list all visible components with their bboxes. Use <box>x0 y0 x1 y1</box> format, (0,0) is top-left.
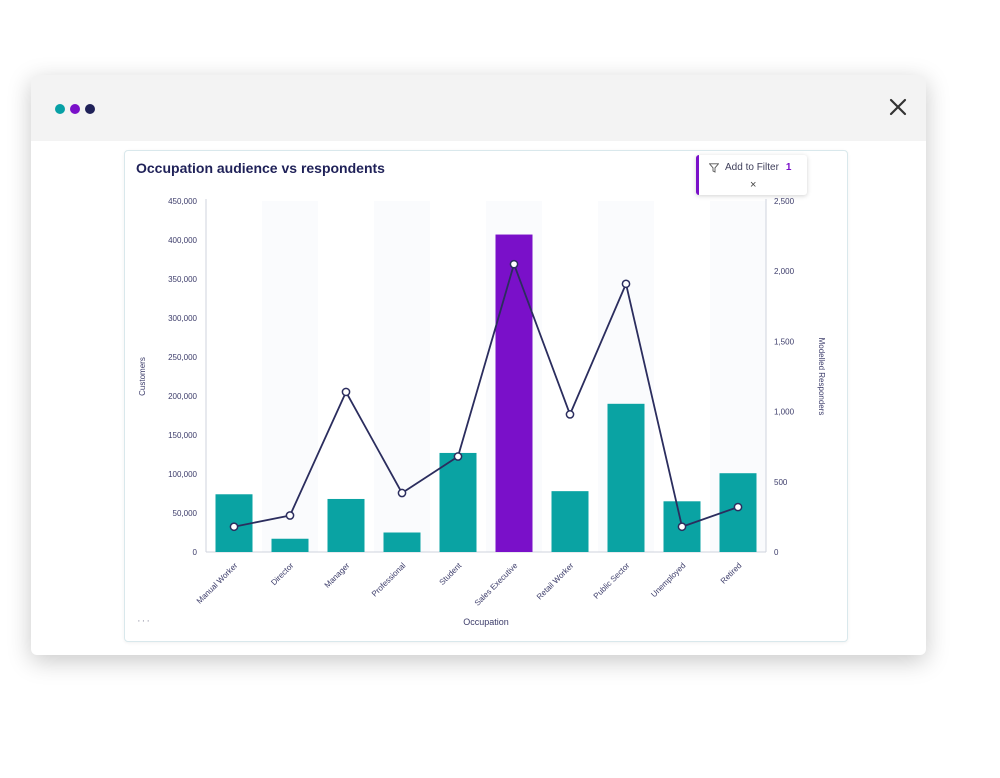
bar-public-sector <box>607 403 645 552</box>
chart-title: Occupation audience vs respondents <box>136 160 385 176</box>
responders-line <box>233 263 739 528</box>
combo-chart: 0 50,000 100,000 150,000 200,000 250,000 300,0… <box>138 197 826 627</box>
close-icon <box>889 98 907 116</box>
chart-card: Occupation audience vs respondents 0 50,0… <box>124 150 848 642</box>
y-right-tick-label: 2,000 <box>774 267 795 276</box>
x-tick-label: Sales Executive <box>473 561 520 608</box>
filter-count-badge: 1 <box>785 162 792 173</box>
y-left-tick-label: 100,000 <box>168 470 197 479</box>
x-tick-label: Director <box>269 561 295 587</box>
add-to-filter-label: Add to Filter <box>725 162 779 173</box>
y-left-tick-label: 50,000 <box>173 509 198 518</box>
more-options-menu[interactable]: ··· <box>137 615 151 627</box>
x-tick-label: Retail Worker <box>535 561 576 602</box>
responders-point <box>733 502 743 512</box>
window-titlebar <box>31 75 926 141</box>
x-tick-label: Manager <box>323 561 352 590</box>
bar-director <box>271 538 309 552</box>
responders-point <box>285 511 295 520</box>
y-left-tick-label: 200,000 <box>168 392 197 401</box>
x-tick-label: Unemployed <box>649 561 687 599</box>
y-right-tick-label: 1,500 <box>774 337 795 346</box>
x-tick-label: Student <box>438 561 464 587</box>
bar-sales-executive <box>495 234 533 552</box>
responders-point <box>621 279 631 289</box>
bar-student <box>439 452 477 552</box>
y-left-tick-label: 350,000 <box>168 275 197 284</box>
y-left-tick-label: 250,000 <box>168 353 197 362</box>
window-dot-purple <box>70 104 80 114</box>
window-dot-navy <box>85 104 95 114</box>
responders-point <box>341 387 351 397</box>
add-to-filter-popover: Add to Filter 1 × <box>696 155 807 195</box>
x-tick-label: Public Sector <box>592 561 632 601</box>
bar-retail-worker <box>551 491 589 552</box>
grid-band <box>374 201 430 552</box>
responders-point <box>229 522 239 532</box>
funnel-icon <box>709 162 719 173</box>
y-left-axis-title: Customers <box>138 357 147 396</box>
responders-point <box>453 452 463 461</box>
y-left-tick-label: 300,000 <box>168 314 197 323</box>
y-right-tick-label: 1,000 <box>774 408 795 417</box>
bar-professional <box>383 532 421 552</box>
responders-point <box>509 259 519 269</box>
x-tick-label: Manual Worker <box>195 561 240 606</box>
filter-close-icon[interactable]: × <box>750 179 757 191</box>
y-right-tick-label: 2,500 <box>774 197 795 206</box>
close-button[interactable] <box>888 97 908 117</box>
x-tick-label: Retired <box>719 561 744 586</box>
x-axis-title: Occupation <box>463 617 509 627</box>
y-left-tick-label: 150,000 <box>168 431 197 440</box>
responders-point <box>397 488 407 498</box>
y-left-tick-label: 450,000 <box>168 197 197 206</box>
window-dot-teal <box>55 104 65 114</box>
x-tick-label: Professional <box>370 561 408 599</box>
y-left-tick-label: 400,000 <box>168 236 197 245</box>
y-left-tick-label: 0 <box>193 548 198 557</box>
responders-point <box>565 410 575 419</box>
add-to-filter-button[interactable]: Add to Filter 1 <box>709 162 791 173</box>
responders-point <box>677 522 687 532</box>
grid-band <box>262 201 318 552</box>
y-right-axis-title: Modelled Responders <box>817 338 826 416</box>
y-right-tick-label: 0 <box>774 548 779 557</box>
bar-retired <box>719 473 757 552</box>
bar-manager <box>327 498 365 552</box>
y-right-tick-label: 500 <box>774 478 788 487</box>
